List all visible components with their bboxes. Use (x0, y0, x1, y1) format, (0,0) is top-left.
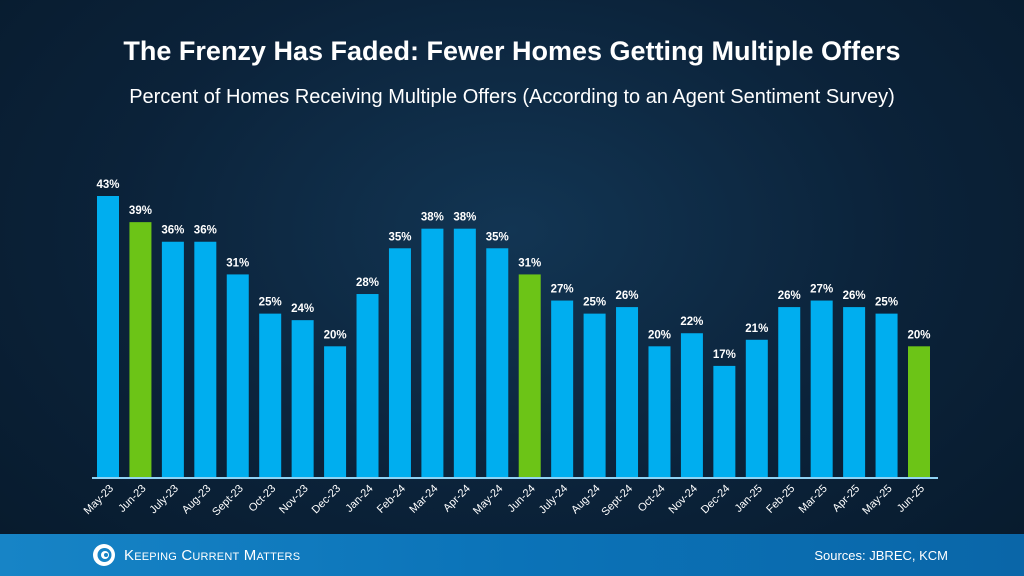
x-tick-label: Oct-24 (636, 483, 668, 515)
data-label: 26% (778, 290, 801, 302)
x-tick-label: Jun-24 (506, 483, 538, 515)
x-tick-label: Dec-24 (699, 483, 733, 517)
x-tick-label: Mar-25 (797, 483, 830, 516)
data-label: 36% (161, 225, 184, 237)
sources-note: Sources: JBREC, KCM (814, 548, 948, 563)
bar-oct-24 (648, 346, 671, 477)
bar-jan-24 (356, 294, 379, 477)
x-tick-label: May-24 (471, 483, 505, 517)
x-tick-label: Jun-25 (895, 483, 927, 515)
bar-nov-24 (680, 333, 703, 477)
bar-aug-23 (194, 241, 217, 477)
bar-feb-25 (778, 307, 801, 477)
chart-title: The Frenzy Has Faded: Fewer Homes Gettin… (123, 36, 901, 66)
x-tick-label: Feb-25 (764, 483, 797, 516)
x-tick-label: Oct-23 (246, 483, 278, 515)
bar-sept-24 (616, 307, 639, 477)
bar-jun-25 (908, 346, 930, 477)
x-tick-label: July-23 (147, 483, 181, 517)
data-label: 27% (810, 284, 833, 296)
bar-may-23 (97, 196, 119, 477)
footer: Keeping Current Matters Sources: JBREC, … (0, 534, 1024, 576)
data-label: 26% (843, 290, 866, 302)
bar-mar-24 (421, 228, 444, 477)
bar-dec-23 (324, 346, 347, 477)
x-tick-label: Aug-23 (180, 483, 214, 517)
x-tick-label: July-24 (537, 483, 571, 517)
data-label: 35% (388, 231, 411, 243)
bar-apr-25 (843, 307, 866, 477)
x-tick-label: Nov-24 (666, 483, 700, 517)
bar-chart: 43% May-23 39% Jun-23 36% July-23 36% Aug-23 31%… (82, 179, 938, 519)
bar-jan-25 (745, 339, 768, 477)
bar-jun-23 (129, 222, 152, 477)
bar-may-25 (875, 313, 898, 477)
data-label: 31% (518, 257, 541, 269)
brand-logo: Keeping Current Matters (92, 543, 300, 567)
bar-may-24 (486, 248, 509, 477)
x-tick-label: Aug-24 (569, 483, 603, 517)
data-label: 22% (680, 316, 703, 328)
data-label: 26% (616, 290, 639, 302)
data-label: 20% (907, 329, 930, 341)
bar-dec-24 (713, 365, 736, 477)
bar-jun-24 (518, 274, 541, 477)
data-label: 31% (226, 257, 249, 269)
data-label: 35% (486, 231, 509, 243)
chart-subtitle: Percent of Homes Receiving Multiple Offe… (129, 86, 895, 108)
data-label: 25% (583, 297, 606, 309)
data-label: 21% (745, 323, 768, 335)
x-tick-label: Jan-25 (733, 483, 765, 515)
bar-nov-23 (291, 320, 314, 477)
data-label: 20% (324, 329, 347, 341)
data-label: 43% (96, 179, 119, 191)
data-label: 17% (713, 349, 736, 361)
x-tick-label: Mar-24 (407, 483, 440, 516)
bar-aug-24 (583, 313, 606, 477)
x-tick-label: Dec-23 (310, 483, 344, 517)
spiral-logo-icon (93, 544, 115, 566)
data-label: 28% (356, 277, 379, 289)
data-label: 38% (421, 212, 444, 224)
data-label: 39% (129, 205, 152, 217)
data-label: 25% (875, 297, 898, 309)
bar-feb-24 (388, 248, 411, 477)
bar-july-23 (161, 241, 184, 477)
x-tick-label: Apr-25 (830, 483, 862, 515)
x-tick-label: Sept-23 (210, 483, 246, 519)
x-tick-label: Jan-24 (343, 483, 375, 515)
bar-july-24 (551, 300, 574, 477)
data-label: 36% (194, 225, 217, 237)
x-tick-label: Apr-24 (441, 483, 473, 515)
bar-sept-23 (226, 274, 249, 477)
bar-apr-24 (453, 228, 476, 477)
bar-mar-25 (810, 300, 833, 477)
x-tick-label: Feb-24 (375, 483, 408, 516)
brand-name: Keeping Current Matters (124, 546, 301, 564)
data-label: 20% (648, 329, 671, 341)
x-tick-label: Sept-24 (599, 483, 635, 519)
x-tick-label: May-23 (82, 483, 116, 517)
bar-oct-23 (259, 313, 282, 477)
x-tick-label: May-25 (860, 483, 894, 517)
data-label: 38% (453, 212, 476, 224)
x-tick-label: Nov-23 (277, 483, 311, 517)
data-label: 24% (291, 303, 314, 315)
data-label: 27% (551, 284, 574, 296)
x-tick-label: Jun-23 (116, 483, 148, 515)
data-label: 25% (259, 297, 282, 309)
